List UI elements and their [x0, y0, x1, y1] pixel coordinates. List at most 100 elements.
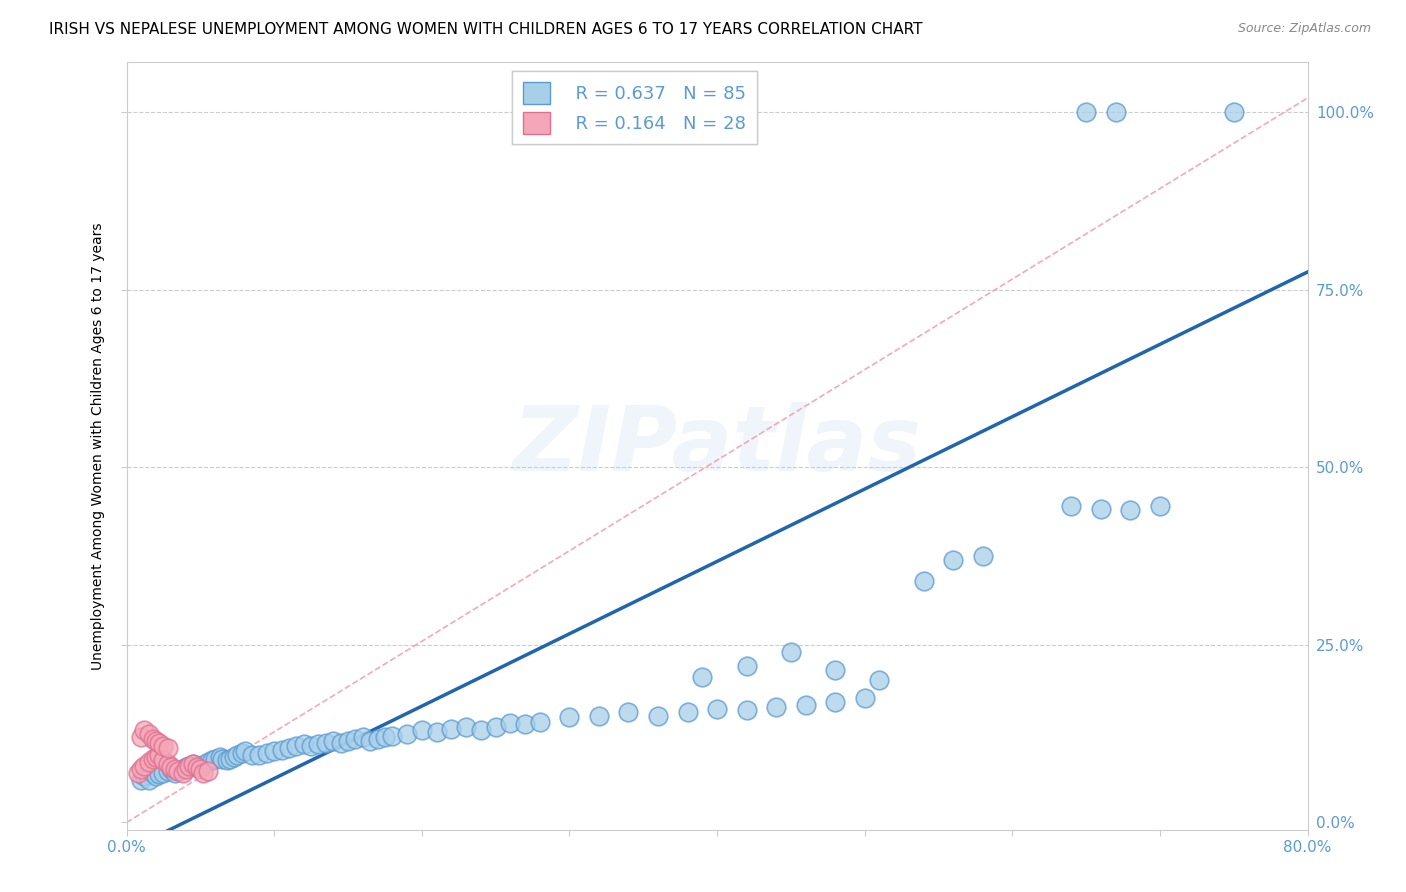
- Point: [174, 760, 197, 774]
- Point: [186, 760, 208, 774]
- Point: [231, 746, 253, 760]
- Point: [853, 691, 876, 706]
- Point: [359, 733, 381, 747]
- Point: [156, 740, 179, 755]
- Point: [824, 695, 846, 709]
- Point: [470, 723, 492, 738]
- Point: [188, 762, 212, 776]
- Y-axis label: Unemployment Among Women with Children Ages 6 to 17 years: Unemployment Among Women with Children A…: [91, 222, 105, 670]
- Point: [1105, 105, 1128, 120]
- Point: [794, 698, 817, 713]
- Point: [160, 762, 183, 776]
- Point: [167, 764, 190, 779]
- Point: [352, 730, 374, 744]
- Point: [233, 744, 256, 758]
- Point: [194, 757, 217, 772]
- Point: [344, 731, 367, 746]
- Point: [138, 755, 160, 769]
- Point: [329, 736, 352, 750]
- Point: [167, 764, 190, 779]
- Point: [134, 723, 156, 738]
- Point: [292, 737, 315, 751]
- Point: [145, 750, 167, 764]
- Point: [165, 765, 187, 780]
- Point: [735, 703, 758, 717]
- Point: [204, 751, 226, 765]
- Point: [706, 702, 728, 716]
- Point: [129, 730, 153, 744]
- Point: [1090, 501, 1112, 516]
- Point: [285, 739, 308, 753]
- Point: [129, 762, 153, 776]
- Point: [197, 764, 219, 779]
- Point: [1223, 105, 1246, 120]
- Point: [367, 731, 389, 746]
- Point: [219, 751, 242, 765]
- Point: [160, 760, 183, 774]
- Point: [152, 765, 174, 780]
- Point: [148, 736, 170, 750]
- Text: Source: ZipAtlas.com: Source: ZipAtlas.com: [1237, 22, 1371, 36]
- Point: [148, 767, 170, 781]
- Point: [912, 574, 935, 588]
- Point: [299, 739, 322, 753]
- Point: [127, 765, 149, 780]
- Point: [1076, 105, 1098, 120]
- Point: [1119, 503, 1142, 517]
- Point: [142, 765, 165, 780]
- Point: [181, 757, 204, 772]
- Point: [134, 769, 156, 783]
- Point: [156, 764, 179, 779]
- Point: [692, 670, 714, 684]
- Point: [145, 733, 167, 747]
- Point: [381, 729, 404, 743]
- Point: [172, 765, 194, 780]
- Point: [411, 723, 433, 738]
- Point: [138, 772, 160, 787]
- Text: IRISH VS NEPALESE UNEMPLOYMENT AMONG WOMEN WITH CHILDREN AGES 6 TO 17 YEARS CORR: IRISH VS NEPALESE UNEMPLOYMENT AMONG WOM…: [49, 22, 922, 37]
- Point: [278, 740, 301, 755]
- Point: [193, 765, 215, 780]
- Point: [152, 739, 174, 753]
- Point: [134, 758, 156, 772]
- Point: [142, 751, 165, 765]
- Point: [869, 673, 891, 688]
- Point: [942, 552, 965, 566]
- Point: [558, 710, 581, 724]
- Point: [765, 700, 787, 714]
- Point: [186, 760, 208, 774]
- Point: [148, 747, 170, 762]
- Point: [240, 747, 263, 762]
- Point: [177, 758, 200, 772]
- Point: [208, 750, 231, 764]
- Point: [201, 753, 224, 767]
- Point: [177, 758, 200, 772]
- Point: [224, 750, 246, 764]
- Point: [456, 720, 478, 734]
- Point: [145, 769, 167, 783]
- Point: [129, 772, 153, 787]
- Point: [256, 746, 278, 760]
- Point: [263, 744, 285, 758]
- Point: [1060, 500, 1083, 514]
- Point: [588, 709, 610, 723]
- Point: [322, 733, 344, 747]
- Point: [152, 753, 174, 767]
- Point: [138, 726, 160, 740]
- Point: [174, 762, 197, 776]
- Point: [396, 726, 419, 740]
- Point: [972, 549, 994, 563]
- Point: [425, 724, 447, 739]
- Point: [374, 730, 396, 744]
- Point: [315, 736, 337, 750]
- Point: [484, 720, 508, 734]
- Point: [181, 757, 204, 772]
- Point: [499, 716, 522, 731]
- Point: [1149, 500, 1171, 514]
- Point: [270, 743, 292, 757]
- Point: [529, 714, 551, 729]
- Point: [617, 706, 640, 720]
- Point: [676, 706, 699, 720]
- Point: [249, 747, 271, 762]
- Point: [165, 762, 187, 776]
